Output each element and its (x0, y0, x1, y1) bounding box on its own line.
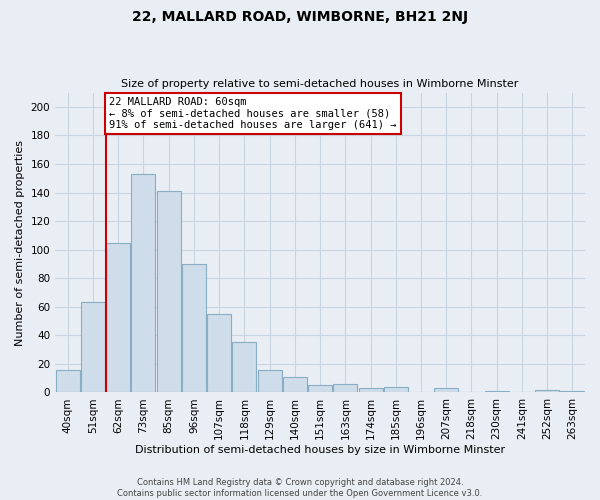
Bar (56, 370, 80, 392)
Bar (257, 370, 281, 392)
Bar (308, 386, 332, 392)
Bar (434, 388, 458, 392)
Bar (182, 264, 206, 392)
Bar (359, 388, 383, 392)
Bar (157, 191, 181, 392)
Bar (81, 302, 105, 392)
Bar (106, 242, 130, 392)
Bar (283, 376, 307, 392)
Text: Contains HM Land Registry data © Crown copyright and database right 2024.
Contai: Contains HM Land Registry data © Crown c… (118, 478, 482, 498)
Bar (207, 314, 231, 392)
Text: 22, MALLARD ROAD, WIMBORNE, BH21 2NJ: 22, MALLARD ROAD, WIMBORNE, BH21 2NJ (132, 10, 468, 24)
Y-axis label: Number of semi-detached properties: Number of semi-detached properties (15, 140, 25, 346)
Bar (384, 386, 408, 392)
Bar (334, 384, 357, 392)
Bar (560, 391, 584, 392)
X-axis label: Distribution of semi-detached houses by size in Wimborne Minster: Distribution of semi-detached houses by … (135, 445, 505, 455)
Bar (131, 174, 155, 392)
Title: Size of property relative to semi-detached houses in Wimborne Minster: Size of property relative to semi-detach… (121, 79, 519, 89)
Bar (485, 391, 509, 392)
Bar (232, 342, 256, 392)
Text: 22 MALLARD ROAD: 60sqm
← 8% of semi-detached houses are smaller (58)
91% of semi: 22 MALLARD ROAD: 60sqm ← 8% of semi-deta… (109, 97, 397, 130)
Bar (535, 390, 559, 392)
